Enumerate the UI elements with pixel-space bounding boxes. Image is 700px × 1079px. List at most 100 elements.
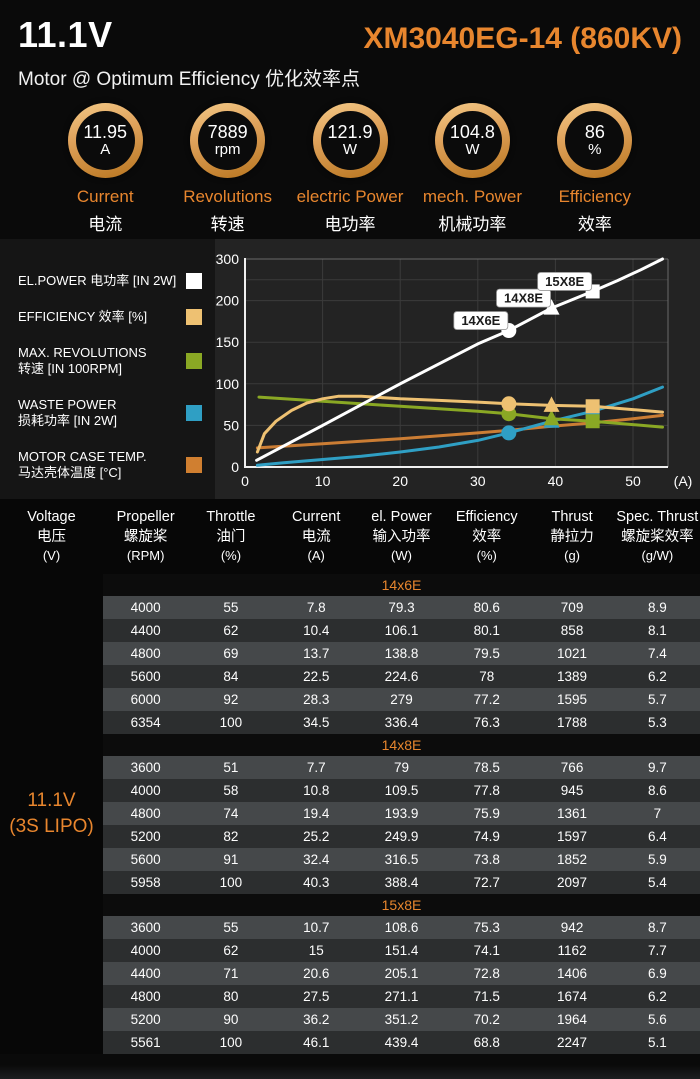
table-cell: 27.5 bbox=[303, 989, 330, 1004]
table-cell: 709 bbox=[560, 600, 584, 615]
table-cell: 77.2 bbox=[473, 692, 500, 707]
chart-legend: EL.POWER 电功率 [IN 2W] EFFICIENCY 效率 [%] MAX… bbox=[0, 239, 215, 499]
gauge-label-zh: 机械功率 bbox=[438, 215, 507, 234]
table-cell: 68.8 bbox=[473, 1035, 500, 1050]
svg-text:20: 20 bbox=[392, 473, 408, 489]
table-cell: 71.5 bbox=[473, 989, 500, 1004]
table-row: 5958 100 40.3 388.4 72.7 2097 5.4 bbox=[103, 871, 700, 894]
table-cell: 40.3 bbox=[303, 875, 330, 890]
svg-text:0: 0 bbox=[241, 473, 249, 489]
table-cell: 20.6 bbox=[303, 966, 330, 981]
table-cell: 90 bbox=[223, 1012, 239, 1027]
column-header-unit: (RPM) bbox=[126, 548, 165, 564]
table-cell: 15 bbox=[308, 943, 324, 958]
table-cell: 279 bbox=[390, 692, 413, 707]
column-header-unit: (W) bbox=[391, 548, 412, 564]
table-cell: 858 bbox=[560, 623, 584, 638]
gauge-label-en: Efficiency bbox=[558, 187, 632, 206]
legend-label: MAX. REVOLUTIONS 转速 [IN 100RPM] bbox=[18, 345, 180, 378]
column-header-unit: (%) bbox=[220, 548, 242, 564]
gauge-label-zh: 转速 bbox=[210, 215, 245, 234]
gauge-ring-icon: 104.8 W bbox=[434, 103, 510, 178]
table-cell: 58 bbox=[223, 783, 239, 798]
table-cell: 1597 bbox=[557, 829, 588, 844]
table-cell: 84 bbox=[223, 669, 239, 684]
svg-text:300: 300 bbox=[216, 251, 240, 267]
svg-text:50: 50 bbox=[223, 417, 239, 433]
table-row: 4000 58 10.8 109.5 77.8 945 8.6 bbox=[103, 779, 700, 802]
gauge-value: 11.95 bbox=[83, 122, 128, 143]
gauge-inner: 7889 rpm bbox=[198, 111, 258, 170]
column-header-zh: 静拉力 bbox=[550, 528, 594, 545]
table-cell: 316.5 bbox=[384, 852, 419, 867]
legend-item: MAX. REVOLUTIONS 转速 [IN 100RPM] bbox=[18, 345, 202, 378]
gauge-label-zh: 电功率 bbox=[324, 215, 376, 234]
data-column: 14x6E 4000 55 7.8 79.3 80.6 709 8.9 4400 62 10.4 10… bbox=[103, 574, 700, 1054]
table-cell: 8.7 bbox=[647, 920, 667, 935]
column-header: Voltage 电压 (V) bbox=[0, 508, 103, 574]
gauge-ring-icon: 121.9 W bbox=[312, 103, 388, 178]
table-cell: 7 bbox=[653, 806, 662, 821]
table-cell: 151.4 bbox=[384, 943, 419, 958]
column-header: Throttle 油门 (%) bbox=[188, 508, 273, 574]
table-cell: 5600 bbox=[130, 669, 161, 684]
table-cell: 75.3 bbox=[473, 920, 500, 935]
legend-label: MOTOR CASE TEMP. 马达壳体温度 [°C] bbox=[18, 449, 180, 482]
table-row: 4000 62 15 151.4 74.1 1162 7.7 bbox=[103, 939, 700, 962]
gauge: 86% Efficiency 效率 bbox=[534, 103, 656, 238]
table-cell: 5.4 bbox=[647, 875, 667, 890]
table-cell: 6.2 bbox=[647, 989, 667, 1004]
table-cell: 22.5 bbox=[303, 669, 330, 684]
table-cell: 4400 bbox=[130, 623, 161, 638]
column-header-zh: 螺旋桨效率 bbox=[621, 528, 694, 545]
table-cell: 766 bbox=[560, 760, 584, 775]
svg-text:(A): (A) bbox=[674, 473, 693, 489]
gauge-value: 104.8 bbox=[449, 122, 495, 143]
table-cell: 108.6 bbox=[384, 920, 419, 935]
table-row: 6354 100 34.5 336.4 76.3 1788 5.3 bbox=[103, 711, 700, 734]
chart-section: EL.POWER 电功率 [IN 2W] EFFICIENCY 效率 [%] MAX… bbox=[0, 239, 700, 499]
table-cell: 7.7 bbox=[647, 943, 667, 958]
table-cell: 80 bbox=[223, 989, 239, 1004]
gauge-label-en: Current bbox=[76, 187, 134, 206]
table-cell: 100 bbox=[219, 875, 243, 890]
svg-text:14X8E: 14X8E bbox=[504, 291, 543, 306]
gauge-label-en: electric Power bbox=[296, 187, 404, 206]
table-cell: 249.9 bbox=[384, 829, 419, 844]
legend-label-line: 马达壳体温度 [°C] bbox=[18, 464, 122, 480]
column-header-zh: 油门 bbox=[216, 528, 246, 545]
table-cell: 4000 bbox=[130, 600, 161, 615]
table-cell: 46.1 bbox=[303, 1035, 330, 1050]
table-cell: 4800 bbox=[130, 989, 161, 1004]
table-row: 6000 92 28.3 279 77.2 1595 5.7 bbox=[103, 688, 700, 711]
column-header-unit: (%) bbox=[476, 548, 497, 564]
table-cell: 193.9 bbox=[384, 806, 419, 821]
table-cell: 4000 bbox=[130, 943, 161, 958]
table-cell: 4000 bbox=[130, 783, 161, 798]
column-header: Thrust 静拉力 (g) bbox=[529, 508, 614, 574]
legend-label-line: 损耗功率 [IN 2W] bbox=[18, 412, 117, 428]
table-cell: 78.5 bbox=[473, 760, 500, 775]
page-title-voltage: 11.1V bbox=[18, 14, 113, 55]
table-cell: 19.4 bbox=[303, 806, 330, 821]
table-row: 4400 71 20.6 205.1 72.8 1406 6.9 bbox=[103, 962, 700, 985]
table-cell: 5.3 bbox=[647, 715, 667, 730]
gauge-label-zh: 效率 bbox=[577, 215, 612, 234]
table-cell: 5.7 bbox=[647, 692, 667, 707]
svg-text:15X8E: 15X8E bbox=[545, 274, 584, 289]
column-header-en: Efficiency bbox=[455, 509, 518, 525]
table-cell: 71 bbox=[223, 966, 239, 981]
table-cell: 1361 bbox=[557, 806, 588, 821]
table-cell: 106.1 bbox=[384, 623, 419, 638]
table-cell: 6.9 bbox=[647, 966, 667, 981]
table-cell: 439.4 bbox=[384, 1035, 419, 1050]
table-cell: 1595 bbox=[557, 692, 588, 707]
table-row: 5200 82 25.2 249.9 74.9 1597 6.4 bbox=[103, 825, 700, 848]
table-cell: 4800 bbox=[130, 806, 161, 821]
legend-swatch bbox=[186, 456, 202, 473]
svg-text:30: 30 bbox=[470, 473, 486, 489]
table-cell: 9.7 bbox=[647, 760, 667, 775]
table-cell: 1674 bbox=[557, 989, 588, 1004]
legend-item: EFFICIENCY 效率 [%] bbox=[18, 309, 202, 325]
